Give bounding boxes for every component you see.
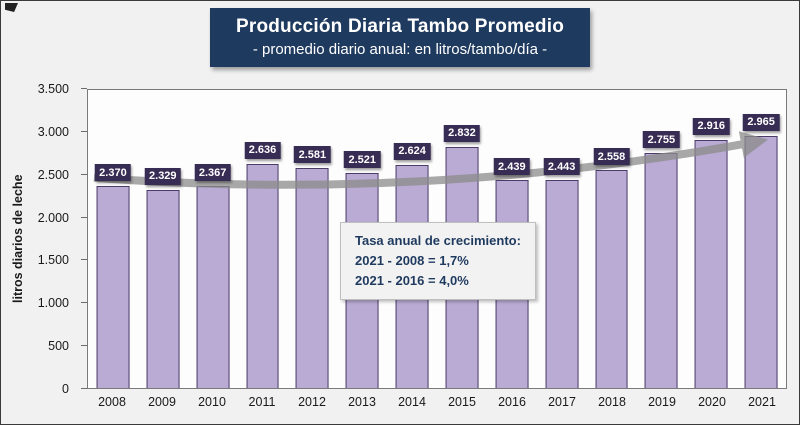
y-tick-mark <box>81 216 87 218</box>
x-tick-label: 2013 <box>348 395 376 409</box>
bar <box>595 170 628 388</box>
x-tick-label: 2014 <box>398 395 426 409</box>
x-tick-label: 2011 <box>248 395 276 409</box>
x-tick-label: 2010 <box>198 395 226 409</box>
bar-value-label: 2.624 <box>393 142 431 160</box>
bar-column-2017: 2.443 <box>537 90 587 388</box>
y-tick-label: 0 <box>62 382 69 396</box>
bar-value-label: 2.521 <box>343 151 381 169</box>
y-tick-label: 2.500 <box>37 167 69 182</box>
y-tick-mark <box>81 173 87 175</box>
x-tick-label: 2016 <box>498 395 526 409</box>
y-tick-mark <box>81 259 87 261</box>
bar-value-label: 2.832 <box>443 124 481 142</box>
bar <box>744 135 778 388</box>
bar-column-2021: 2.965 <box>736 90 786 388</box>
x-tick-label: 2018 <box>598 395 626 409</box>
annotation-line: 2021 - 2016 = 4,0% <box>355 273 469 289</box>
bar-value-label: 2.439 <box>493 158 531 176</box>
x-tick-label: 2021 <box>748 395 776 409</box>
bar-column-2012: 2.581 <box>287 90 337 388</box>
x-tick-label: 2009 <box>148 395 176 409</box>
x-tick-label: 2019 <box>648 395 676 409</box>
x-tick-label: 2012 <box>298 395 326 409</box>
growth-annotation: Tasa anual de crecimiento: 2021 - 2008 =… <box>340 222 536 301</box>
y-tick-label: 3.000 <box>37 124 69 139</box>
y-tick-mark <box>81 302 87 304</box>
x-axis-tick-labels: 2008 2009 2010 2011 2012 2013 2014 2015 2016 2017… <box>87 395 787 409</box>
bar-column-2019: 2.755 <box>636 90 686 388</box>
bar-value-label: 2.443 <box>543 158 580 175</box>
x-tick-label: 2015 <box>448 395 476 409</box>
y-tick-mark <box>81 388 87 389</box>
y-axis-tick-marks <box>81 88 87 389</box>
y-axis-tick-labels: 0 500 1.000 1.500 2.000 2.500 3.000 3.500 <box>1 82 81 396</box>
bar-column-2010: 2.367 <box>188 90 238 388</box>
bar-value-label: 2.755 <box>643 131 680 149</box>
x-tick-label: 2008 <box>98 395 126 409</box>
annotation-line: Tasa anual de crecimiento: <box>355 233 521 248</box>
chart-title-box: Producción Diaria Tambo Promedio - prome… <box>209 8 591 67</box>
y-tick-mark <box>81 130 87 132</box>
bar-value-label: 2.370 <box>94 164 132 182</box>
corner-artifact <box>5 3 18 12</box>
chart-subtitle: - promedio diario anual: en litros/tambo… <box>252 41 548 58</box>
bar <box>146 189 180 388</box>
x-tick-label: 2017 <box>548 395 576 409</box>
bar <box>545 180 579 388</box>
bar-value-label: 2.636 <box>244 141 281 159</box>
y-tick-label: 500 <box>48 339 69 354</box>
plot-area: 2.370 2.329 2.367 2.636 2.581 2.521 2.624 2.832… <box>87 89 787 389</box>
chart-title: Producción Diaria Tambo Promedio <box>235 16 565 37</box>
bar-value-label: 2.581 <box>294 146 331 164</box>
bar-column-2018: 2.558 <box>587 90 637 388</box>
bar-value-label: 2.965 <box>742 113 780 131</box>
bar-value-label: 2.367 <box>194 164 231 182</box>
bar <box>196 186 230 388</box>
bar-column-2008: 2.370 <box>88 90 138 388</box>
x-tick-label: 2020 <box>698 395 726 409</box>
bar <box>694 139 728 388</box>
bar-value-label: 2.329 <box>144 167 182 185</box>
y-tick-label: 1.000 <box>37 296 69 311</box>
y-tick-label: 2.000 <box>37 210 69 225</box>
bar-column-2020: 2.916 <box>686 90 736 388</box>
bar <box>644 153 678 388</box>
bar <box>295 168 329 388</box>
bar-value-label: 2.916 <box>692 117 730 135</box>
bar-column-2011: 2.636 <box>238 90 288 388</box>
bar <box>96 186 130 388</box>
y-tick-mark <box>81 345 87 347</box>
bar-value-label: 2.558 <box>593 148 630 166</box>
annotation-line: 2021 - 2008 = 1,7% <box>355 253 469 269</box>
y-tick-mark <box>81 88 87 89</box>
y-tick-label: 3.500 <box>37 82 69 96</box>
bar-column-2009: 2.329 <box>138 90 188 388</box>
bar <box>246 163 279 388</box>
y-tick-label: 1.500 <box>37 253 69 268</box>
